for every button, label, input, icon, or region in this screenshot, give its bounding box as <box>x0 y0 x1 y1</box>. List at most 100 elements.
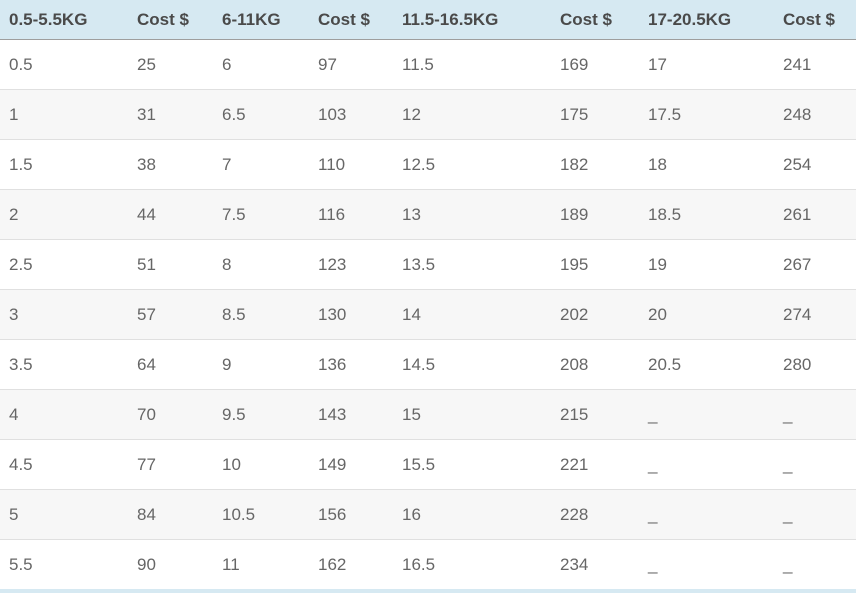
table-cell: 11.5 <box>393 39 551 90</box>
table-cell: 189 <box>551 189 639 240</box>
table-row: 2.5 51 8 123 13.5 195 19 267 <box>0 239 856 290</box>
table-cell: _ <box>648 554 658 574</box>
table-cell: 103 <box>309 89 393 140</box>
table-cell: 7.5 <box>213 189 309 240</box>
table-cell: 130 <box>309 289 393 340</box>
table-cell: 195 <box>551 239 639 290</box>
table-cell: 6.5 <box>213 89 309 140</box>
table-cell: 274 <box>774 289 856 340</box>
table-cell: 2.5 <box>0 239 128 290</box>
header-cell: Cost $ <box>128 0 213 40</box>
table-cell: 4 <box>0 389 128 440</box>
table-row: 1 31 6.5 103 12 175 17.5 248 <box>0 89 856 140</box>
table-cell: 3 <box>0 289 128 340</box>
table-cell: 10.5 <box>213 489 309 540</box>
table-row: 3 57 8.5 130 14 202 20 274 <box>0 289 856 340</box>
table-cell: 84 <box>128 489 213 540</box>
table-cell: 10 <box>213 439 309 490</box>
table-cell: 17.5 <box>639 89 774 140</box>
table-cell: 116 <box>309 189 393 240</box>
header-row: 0.5-5.5KG Cost $6-11KG Cost $11.5-16.5KG Co… <box>0 0 856 40</box>
table-cell: 1.5 <box>0 139 128 190</box>
table-cell: 2 <box>0 189 128 240</box>
table-body: 0.5 25 6 9 7 11.5 169 17 241 1 3 1 6.5 10 3 12 175 17.5 24… <box>0 39 856 589</box>
table-row: 5.5 90 11 162 16.5 234 _ _ <box>0 539 856 589</box>
header-cell: 6-11KG <box>213 0 309 40</box>
table-header: 0.5-5.5KG Cost $6-11KG Cost $11.5-16.5KG Co… <box>0 0 856 40</box>
table-cell: 267 <box>774 239 856 290</box>
table-cell: 57 <box>128 289 213 340</box>
table-cell: 31 <box>128 89 213 140</box>
table-row: 4 70 9.5 143 15 215 _ _ <box>0 389 856 440</box>
table-cell: 64 <box>128 339 213 390</box>
table-cell: 1 <box>0 89 128 140</box>
table-cell: 18 <box>639 139 774 190</box>
header-cell: 17-20.5KG <box>639 0 774 40</box>
table-row: 1.5 38 7 110 12.5 182 18 254 <box>0 139 856 190</box>
table-row: 5 84 10.5 156 16 228 _ _ <box>0 489 856 540</box>
table-cell: 12.5 <box>393 139 551 190</box>
table-cell: 248 <box>774 89 856 140</box>
table-cell: 13.5 <box>393 239 551 290</box>
table-row: 2 44 7.5 116 13 189 18.5 261 <box>0 189 856 240</box>
table-cell: 228 <box>551 489 639 540</box>
table-cell: 280 <box>774 339 856 390</box>
table-cell: 25 <box>128 39 213 90</box>
table-cell: _ <box>774 439 856 490</box>
table-row: 4.5 77 10 149 15.5 221 _ _ <box>0 439 856 490</box>
table-cell: 143 <box>309 389 393 440</box>
header-cell: 11.5-16.5KG <box>393 0 551 40</box>
header-cell: Cost $ <box>309 0 393 40</box>
table-cell: _ <box>639 389 774 440</box>
table-cell: 90 <box>137 554 156 574</box>
table-cell: 70 <box>128 389 213 440</box>
table-cell: 18.5 <box>639 189 774 240</box>
table-cell: 175 <box>551 89 639 140</box>
table-cell: 4.5 <box>0 439 128 490</box>
table-cell: 123 <box>309 239 393 290</box>
table-cell: 16.5 <box>402 554 436 574</box>
table-cell: 208 <box>551 339 639 390</box>
table-cell: 0.5 <box>0 39 128 90</box>
table-cell: 51 <box>128 239 213 290</box>
table-cell: 38 <box>128 139 213 190</box>
table-cell: 9 <box>213 339 309 390</box>
table-cell: 14.5 <box>393 339 551 390</box>
table-cell: 110 <box>309 139 393 190</box>
header-cell: Cost $ <box>774 0 856 40</box>
table-cell: 3.5 <box>0 339 128 390</box>
table-cell: 77 <box>128 439 213 490</box>
table-cell: _ <box>774 389 856 440</box>
table-cell: 149 <box>309 439 393 490</box>
table-cell: 6 <box>213 39 309 90</box>
table-cell: 14 <box>393 289 551 340</box>
table-cell: 17 <box>639 39 774 90</box>
table-cell: 16 <box>393 489 551 540</box>
table-cell: _ <box>639 439 774 490</box>
table-cell: 241 <box>774 39 856 90</box>
table-cell: 215 <box>551 389 639 440</box>
table-cell: 8.5 <box>213 289 309 340</box>
header-cell: 0.5-5.5KG <box>0 0 128 40</box>
repeated-header-strip <box>0 589 856 593</box>
table-cell: 20 <box>639 289 774 340</box>
table-cell: 5.5 <box>9 554 33 574</box>
table-cell: 162 <box>318 554 347 574</box>
table-cell: 261 <box>774 189 856 240</box>
header-cell: Cost $ <box>551 0 639 40</box>
table-cell: 11 <box>222 554 240 574</box>
table-cell: 20.5 <box>639 339 774 390</box>
table-cell: 19 <box>639 239 774 290</box>
table-cell: _ <box>774 489 856 540</box>
table-cell: 15.5 <box>393 439 551 490</box>
table-cell: _ <box>639 489 774 540</box>
table-cell: 169 <box>551 39 639 90</box>
table-cell: 7 <box>213 139 309 190</box>
table-cell: 182 <box>551 139 639 190</box>
table-cell: 156 <box>309 489 393 540</box>
table-cell: 221 <box>551 439 639 490</box>
table-cell: 9.5 <box>213 389 309 440</box>
table-cell: 5 <box>0 489 128 540</box>
